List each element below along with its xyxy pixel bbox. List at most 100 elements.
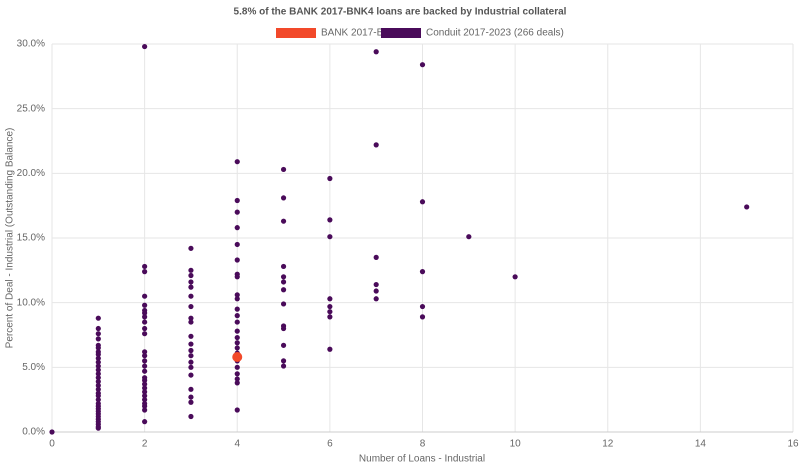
point: [234, 274, 240, 280]
point: [234, 407, 240, 413]
point: [280, 287, 287, 293]
point: [95, 331, 101, 337]
point: [234, 380, 240, 386]
point: [327, 303, 333, 310]
x-tick-label: 2: [142, 439, 148, 450]
point: [373, 281, 379, 288]
point: [327, 296, 333, 302]
point: [188, 394, 194, 400]
point: [142, 293, 148, 299]
point: [280, 195, 287, 201]
legend-swatch: [381, 28, 421, 38]
point: [142, 397, 148, 403]
point: [419, 269, 426, 275]
point: [95, 425, 101, 431]
point: [95, 371, 101, 377]
point: [188, 359, 194, 365]
x-tick-label: 10: [510, 439, 522, 450]
point: [142, 363, 148, 369]
point: [373, 288, 379, 294]
point: [234, 345, 240, 351]
point: [234, 296, 240, 302]
point: [95, 367, 101, 373]
point: [234, 328, 240, 334]
point: [280, 218, 287, 224]
point: [95, 393, 101, 399]
point: [142, 302, 148, 308]
point: [234, 334, 240, 341]
legend-label: BANK 2017-BNK4: [321, 28, 403, 39]
point: [327, 346, 333, 352]
y-tick-label: 0.0%: [22, 427, 45, 438]
point: [95, 336, 101, 342]
point: [234, 197, 240, 204]
point: [373, 254, 379, 260]
point: [188, 272, 194, 279]
point: [234, 371, 240, 377]
point: [142, 419, 148, 425]
point: [142, 319, 148, 325]
point: [188, 341, 194, 347]
point: [280, 166, 287, 173]
point: [234, 292, 240, 298]
point: [234, 241, 240, 248]
point: [188, 399, 194, 405]
point: [49, 429, 55, 435]
point: [327, 309, 333, 315]
point: [188, 372, 194, 378]
point: [188, 245, 194, 251]
point: [280, 325, 287, 332]
point: [188, 293, 194, 299]
legend-swatch: [276, 28, 316, 38]
point: [466, 234, 472, 240]
point: [142, 310, 148, 316]
point: [234, 159, 240, 165]
point: [327, 217, 333, 223]
point: [512, 274, 518, 280]
point: [327, 234, 333, 240]
point: [95, 355, 101, 361]
point: [95, 359, 101, 365]
y-axis-label: Percent of Deal - Industrial (Outstandin…: [5, 128, 16, 349]
point: [234, 340, 240, 346]
point: [280, 301, 287, 307]
point: [234, 306, 240, 312]
point: [142, 263, 148, 270]
x-axis-label: Number of Loans - Industrial: [359, 454, 485, 465]
point: [234, 209, 240, 215]
point: [280, 342, 287, 348]
point: [188, 413, 194, 420]
point: [188, 267, 194, 273]
point: [95, 315, 101, 321]
point: [280, 263, 287, 270]
point: [142, 325, 148, 332]
y-tick-label: 30.0%: [17, 39, 45, 50]
point: [327, 314, 333, 320]
point: [188, 364, 194, 370]
x-tick-label: 0: [49, 439, 55, 450]
point: [419, 62, 426, 68]
x-tick-label: 14: [695, 439, 707, 450]
chart-title: 5.8% of the BANK 2017-BNK4 loans are bac…: [234, 7, 567, 18]
point: [280, 274, 287, 280]
point: [234, 319, 240, 325]
point: [188, 333, 194, 339]
point: [419, 199, 426, 205]
point: [280, 363, 287, 369]
point: [234, 364, 240, 370]
point: [142, 314, 148, 320]
point: [142, 43, 148, 50]
point: [142, 331, 148, 337]
point: [95, 363, 101, 369]
point: [373, 49, 379, 55]
point: [234, 225, 240, 231]
x-tick-label: 8: [420, 439, 426, 450]
point: [95, 386, 101, 392]
point: [142, 368, 148, 374]
point: [234, 257, 240, 263]
point: [188, 284, 194, 290]
point: [142, 353, 148, 359]
point: [188, 319, 194, 325]
point: [95, 345, 101, 351]
